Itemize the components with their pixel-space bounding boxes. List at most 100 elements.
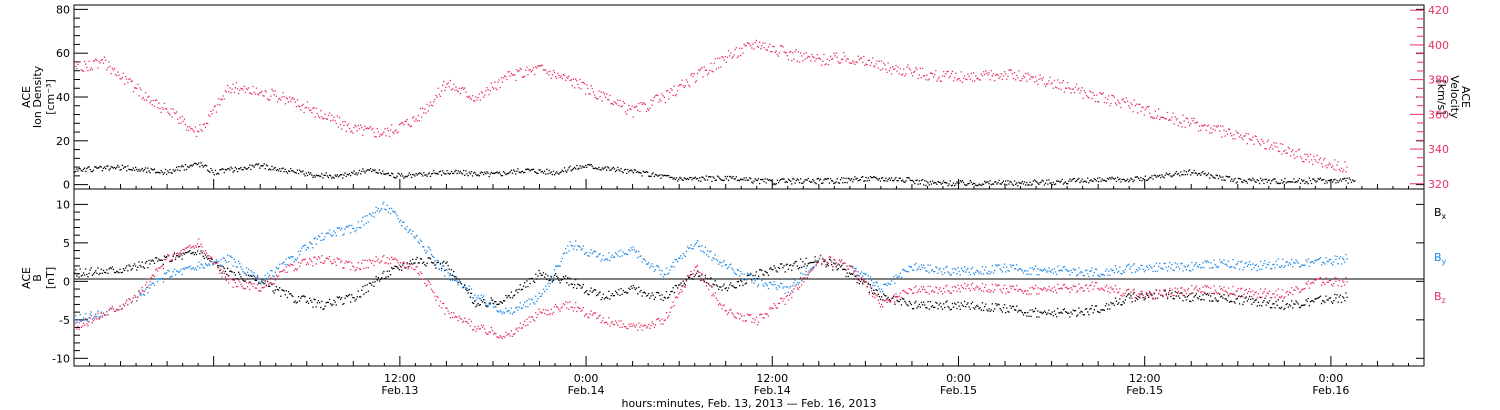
data-point [188,166,190,169]
data-point [126,78,128,80]
data-point [537,297,539,300]
data-point [1288,181,1291,183]
data-point [1140,176,1142,179]
data-point [1180,171,1182,173]
data-point [350,301,352,303]
data-point [199,124,201,126]
data-point [558,265,560,267]
data-point [537,172,539,174]
data-point [721,265,723,267]
data-point [1134,300,1136,302]
data-point [326,118,328,120]
data-point [865,273,867,275]
data-point [670,87,672,90]
data-point [191,165,193,167]
data-point [439,262,442,265]
data-point [348,173,351,175]
data-point [173,251,176,253]
data-point [187,166,189,168]
data-point [153,284,156,286]
data-point [1073,92,1076,94]
data-point [1204,292,1206,294]
data-point [1186,118,1189,120]
data-point [755,277,757,280]
ticks-layer [73,8,1425,366]
data-point [103,314,106,316]
data-point [499,173,501,175]
data-point [991,265,993,267]
data-point [688,84,690,86]
data-point [651,263,653,265]
data-point [1005,180,1007,182]
data-point [314,116,316,118]
data-point [1305,259,1307,261]
data-point [424,174,426,176]
data-point [1182,114,1184,116]
data-point [1328,180,1330,182]
data-point [463,286,465,288]
data-point [302,103,304,106]
data-point [420,258,423,260]
data-point [721,179,723,181]
data-point [480,91,483,93]
data-point [1210,262,1212,264]
data-point [892,179,894,182]
data-point [219,264,221,266]
data-point [832,180,834,182]
data-point [291,170,293,172]
data-point [161,259,163,261]
data-point [1276,146,1278,148]
data-point [1182,174,1184,176]
data-point [214,169,217,172]
data-point [951,268,954,270]
data-point [420,240,423,242]
data-point [378,135,381,137]
data-point [1333,261,1335,263]
data-point [76,328,78,330]
data-point [449,279,451,281]
data-point [764,42,766,44]
data-point [1190,300,1192,303]
data-point [770,267,772,269]
data-point [414,175,416,177]
data-point [931,305,934,307]
data-point [279,287,281,289]
data-point [435,94,437,97]
data-point [1114,297,1117,299]
data-point [1260,297,1262,299]
data-point [1313,301,1315,303]
data-point [1306,153,1308,156]
data-point [363,129,365,131]
data-point [1093,94,1095,96]
data-point [572,168,575,170]
data-point [433,101,435,103]
data-point [1078,177,1080,180]
data-point [122,167,125,169]
data-point [398,123,401,126]
data-point [183,169,185,171]
data-point [575,278,577,281]
data-point [490,297,492,299]
data-point [792,265,794,267]
data-point [611,254,613,256]
data-point [143,294,146,296]
data-point [763,285,765,287]
data-point [251,275,253,278]
data-point [555,265,557,267]
data-point [945,301,947,303]
data-point [1228,266,1231,269]
data-point [1195,262,1197,264]
data-point [476,99,478,101]
data-point [623,169,626,171]
data-point [376,210,378,212]
data-point [1285,152,1287,154]
data-point [324,305,326,307]
data-point [263,278,265,281]
data-point [392,210,394,212]
data-point [1099,275,1101,278]
data-point [509,297,511,299]
data-point [894,282,896,284]
data-point [392,173,394,175]
data-point [1336,294,1338,296]
data-point [490,82,492,84]
